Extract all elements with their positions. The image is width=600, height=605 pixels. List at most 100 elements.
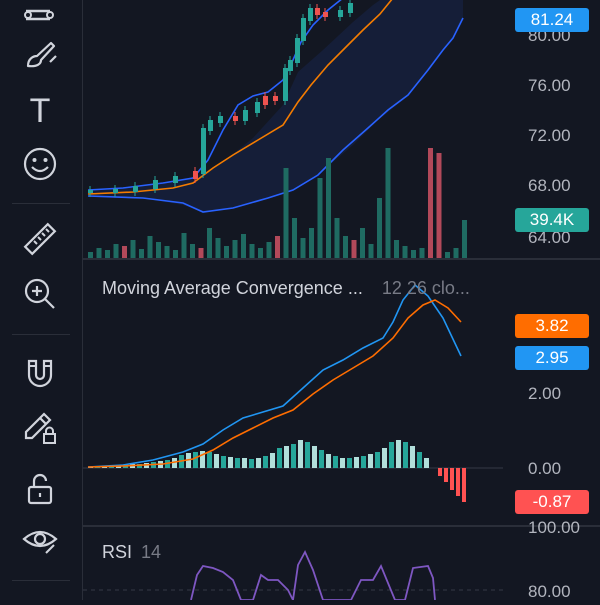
text-tool-icon[interactable]: T [17, 88, 63, 130]
candle [301, 18, 306, 41]
candle [348, 3, 353, 13]
chart-area[interactable]: 80.00 76.00 72.00 68.00 64.00 81.24 39.4… [83, 0, 600, 603]
macd-hist-bar [221, 456, 226, 468]
ruler-icon[interactable] [17, 218, 63, 260]
volume-bar [453, 248, 459, 258]
volume-bar [445, 252, 450, 258]
rsi-line [190, 549, 436, 603]
volume-bar [266, 242, 272, 258]
chart-canvas[interactable] [83, 0, 600, 603]
macd-hist-bar [235, 458, 240, 468]
macd-hist-bar [444, 468, 448, 482]
price-axis-label: 76.00 [528, 76, 571, 95]
rsi-title-text: RSI [102, 542, 133, 562]
macd-hist-bar [368, 454, 373, 468]
volume-bar [411, 250, 416, 258]
candle [323, 12, 328, 17]
macd-hist-bar [277, 448, 282, 468]
rsi-axis-label: 80.00 [528, 582, 571, 601]
volume-bar [309, 228, 314, 258]
candle [208, 120, 213, 131]
price-axis-label: 72.00 [528, 126, 571, 145]
candle [308, 8, 313, 21]
candle [288, 60, 293, 71]
candle [338, 10, 343, 17]
volume-bar [207, 228, 212, 258]
macd-hist-bar [347, 458, 352, 468]
macd-title-text: Moving Average Convergence ... [102, 278, 363, 298]
volume-bar [122, 246, 127, 258]
rsi-period: 14 [141, 542, 162, 562]
volume-bar [173, 250, 178, 258]
toolbar-separator [12, 203, 70, 204]
moving-average-line [87, 0, 393, 195]
zoom-in-icon[interactable] [17, 273, 63, 315]
volume-tag: 39.4K [515, 208, 589, 232]
macd-hist-bar [382, 448, 387, 468]
volume-bar [249, 244, 255, 258]
macd-hist-bar [256, 458, 261, 468]
price-axis-label: 64.00 [528, 228, 571, 247]
candle [315, 8, 320, 15]
macd-hist-bar [291, 444, 296, 468]
macd-pane[interactable] [83, 283, 503, 502]
volume-bar [96, 248, 102, 258]
rsi-title[interactable]: RSI 14 [102, 542, 161, 563]
volume-bar [190, 244, 195, 258]
pane-separator [83, 525, 600, 527]
volume-bar [360, 228, 365, 258]
brush-icon[interactable] [17, 33, 63, 75]
candle [173, 176, 178, 183]
macd-hist-bar [172, 458, 177, 468]
macd-params: 12 26 clo... [381, 278, 470, 298]
volume-bar [436, 153, 442, 258]
macd-hist-bar [326, 454, 331, 468]
volume-bar [351, 240, 357, 258]
volume-bar [147, 236, 153, 258]
volume-bar [283, 168, 289, 258]
candle [201, 128, 206, 174]
macd-line [87, 283, 462, 468]
macd-signal-line [87, 299, 462, 468]
macd-hist-bar [305, 442, 310, 468]
unlock-icon[interactable] [17, 467, 63, 509]
price-pane[interactable] [87, 0, 467, 258]
macd-hist-bar [207, 452, 212, 468]
volume-bar [258, 248, 263, 258]
last-price-tag: 81.24 [515, 8, 589, 32]
price-candles [88, 0, 353, 197]
lock-drawing-icon[interactable] [17, 407, 63, 449]
candle [255, 102, 260, 113]
drawing-tool-icon[interactable] [17, 0, 63, 30]
eye-icon[interactable] [17, 518, 63, 560]
volume-bar [241, 234, 246, 258]
macd-axis-label: 0.00 [528, 459, 562, 478]
macd-hist-bar [263, 456, 268, 468]
toolbar-separator [12, 580, 70, 581]
volume-bar [156, 242, 161, 258]
rsi-axis-label: 100.00 [528, 518, 580, 537]
macd-hist-bar [389, 442, 394, 468]
volume-bar [343, 236, 348, 258]
volume-bar [224, 246, 229, 258]
volume-bar [317, 178, 323, 258]
macd-hist-bar [270, 453, 275, 468]
macd-hist-bar [214, 454, 219, 468]
macd-hist-bar [438, 468, 442, 476]
macd-hist-bar [462, 468, 466, 502]
macd-hist-bar [450, 468, 454, 490]
macd-hist-bar [403, 442, 408, 468]
volume-bar [139, 249, 144, 258]
macd-hist-bar [137, 464, 142, 468]
candle [283, 68, 288, 101]
macd-title[interactable]: Moving Average Convergence ... 12 26 clo… [102, 278, 470, 299]
macd-hist-bar [417, 452, 422, 468]
macd-hist-bar [249, 459, 254, 468]
macd-hist-bar [284, 446, 289, 468]
volume-bar [402, 246, 408, 258]
magnet-icon[interactable] [17, 352, 63, 394]
macd-hist-bar [410, 446, 415, 468]
macd-hist-bar [333, 456, 338, 468]
emoji-icon[interactable] [17, 143, 63, 185]
candle [133, 186, 138, 192]
